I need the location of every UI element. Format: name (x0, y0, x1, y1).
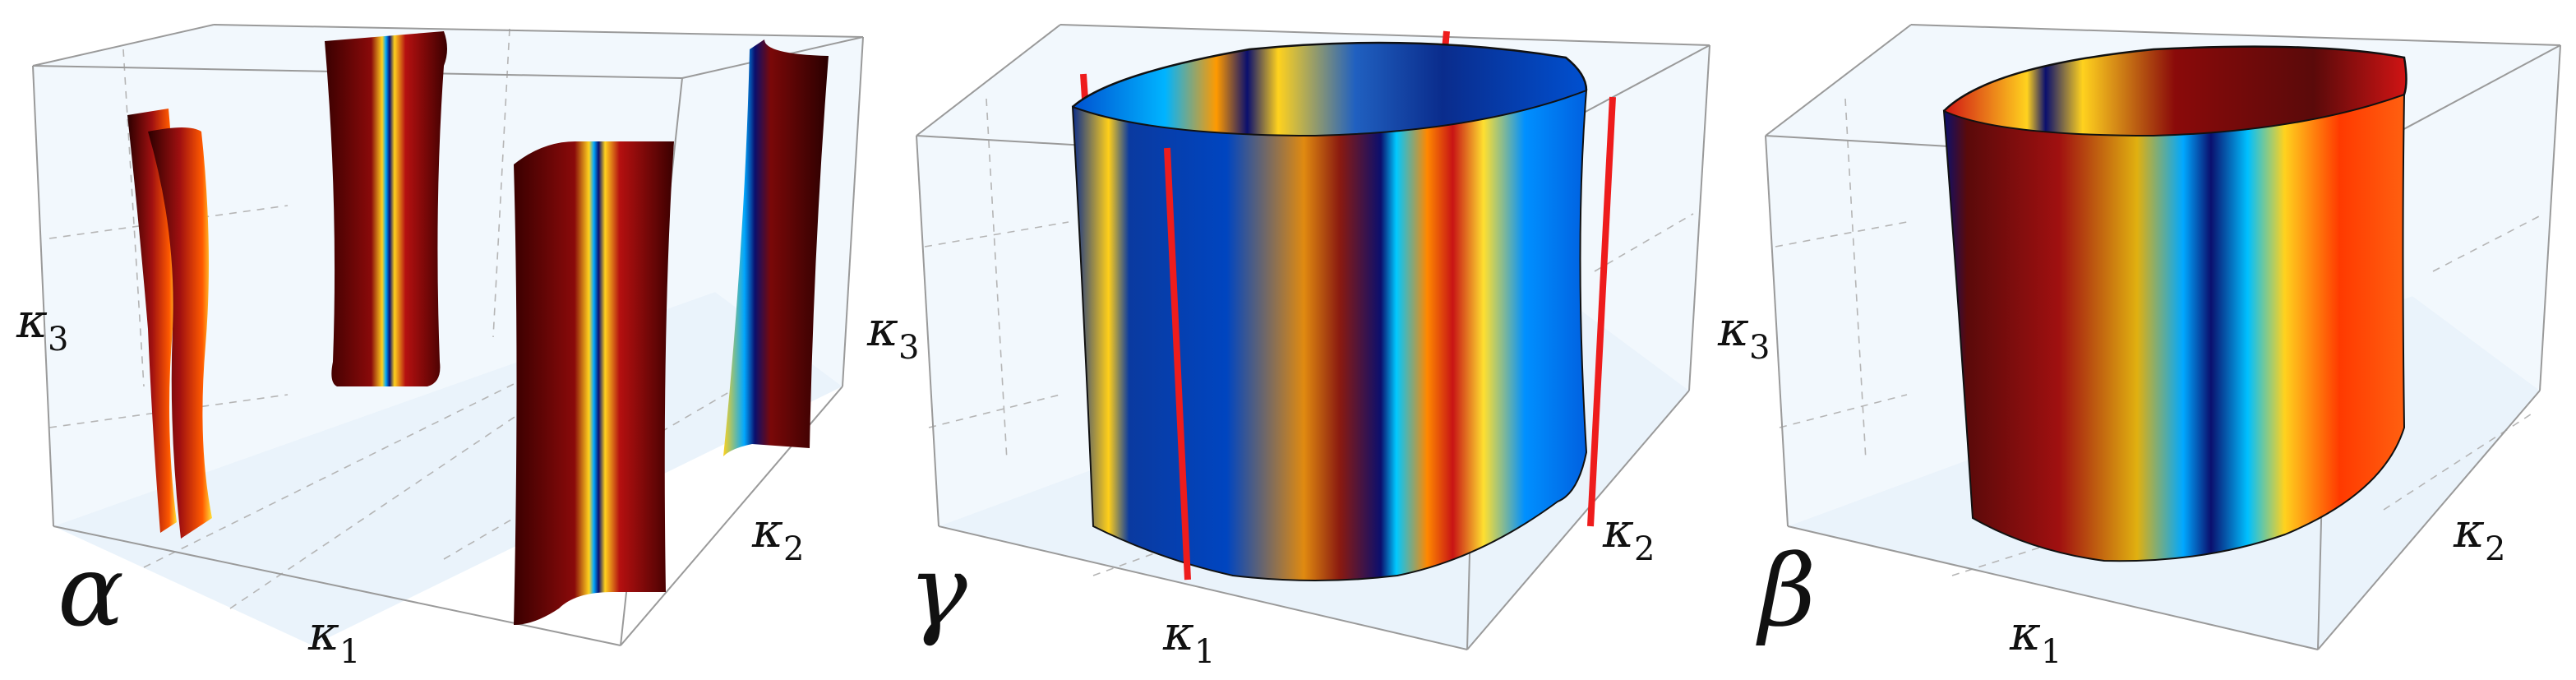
box-edge (1466, 390, 1690, 650)
axis-label-kappa-2: κ2 (1602, 502, 1655, 568)
surface-sheet (325, 31, 447, 386)
axis-label-kappa-2: κ2 (751, 502, 805, 568)
fermi-surface-cylinder (1071, 41, 1588, 581)
axis-label-kappa-1: κ1 (2009, 605, 2062, 671)
panel-beta: β κ1 κ2 κ3 (1717, 24, 2561, 671)
axis-label-kappa-1: κ1 (307, 605, 361, 671)
panel-label-beta: β (1756, 534, 1816, 649)
cylinder-outer-wall (1071, 89, 1588, 581)
grid-line (986, 98, 1008, 461)
box-edge (916, 24, 1061, 136)
grid-line (229, 320, 658, 609)
red-line (1587, 96, 1616, 527)
grid-line (2432, 213, 2545, 272)
grid-line (1594, 213, 1694, 272)
cylinder-inner-wall (1073, 43, 1586, 136)
cylinder-outer-wall (1942, 93, 2406, 562)
cylinder-rim (1943, 45, 2407, 112)
grid-line (2383, 410, 2537, 511)
axis-label-kappa-3: κ3 (866, 301, 920, 367)
grid-line (1092, 542, 1184, 576)
box-edge (32, 24, 215, 67)
red-line (1164, 147, 1191, 581)
grid-line (48, 394, 289, 428)
grid-line (492, 28, 510, 338)
grid-line (48, 205, 289, 239)
panel-label-gamma: γ (908, 534, 967, 649)
box-edge (1910, 24, 2561, 46)
grid-line (1951, 542, 2056, 576)
panel-label-alpha: α (58, 534, 124, 649)
box-edge (53, 525, 621, 646)
panel-alpha: α κ1 κ2 κ3 (16, 24, 864, 671)
axis-label-kappa-3: κ3 (16, 293, 69, 359)
box-edge (2317, 390, 2541, 650)
fermi-surface-sheets (127, 31, 829, 625)
panel-gamma: γ κ1 κ2 κ3 (866, 24, 1710, 671)
axis-label-kappa-2: κ2 (2453, 502, 2506, 568)
fermi-surface-cylinder (1942, 45, 2407, 562)
box-edge (1688, 44, 1710, 391)
grid-line (443, 361, 782, 560)
grid-line (928, 394, 1061, 428)
box-edge (1787, 525, 2319, 650)
axis-label-kappa-3: κ3 (1717, 301, 1770, 367)
box-edge (1765, 24, 1912, 136)
red-line (1080, 73, 1088, 99)
surface-sheet (148, 127, 212, 539)
axis-label-kappa-1: κ1 (1162, 605, 1216, 671)
box-edge (1059, 24, 1710, 46)
box-edge (2539, 44, 2561, 391)
box-edge (842, 36, 864, 387)
box-edge (32, 65, 54, 527)
box-edge (213, 24, 864, 38)
cylinder-inner-wall (1944, 46, 2407, 136)
box-edge (916, 135, 939, 527)
grid-line (122, 49, 145, 387)
grid-line (1844, 98, 1867, 461)
surface-sheet (723, 39, 829, 456)
box-edge (938, 525, 1468, 650)
surface-sheet (514, 141, 674, 625)
cylinder-rim (1072, 41, 1588, 108)
grid-line (924, 221, 1069, 247)
box-edge (1765, 135, 1789, 527)
surface-sheet (127, 109, 177, 533)
